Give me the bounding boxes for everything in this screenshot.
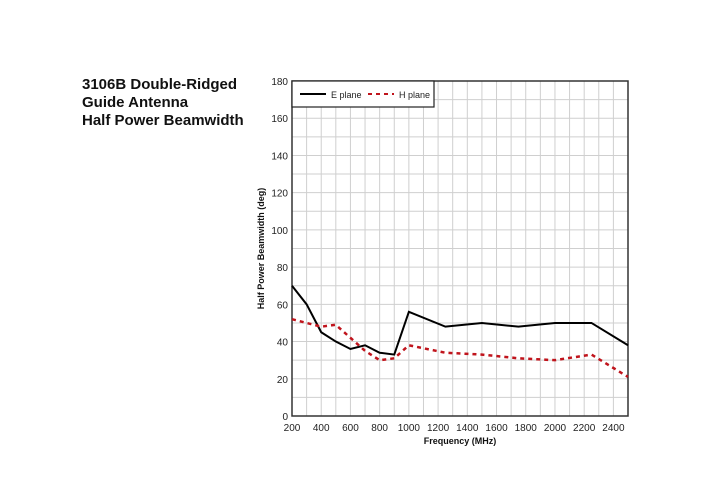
series-line-h-plane xyxy=(291,318,629,378)
title-line-3: Half Power Beamwidth xyxy=(82,112,244,129)
series-line-e-plane xyxy=(291,285,629,356)
x-tick-label: 1200 xyxy=(427,423,450,434)
x-tick-label: 1400 xyxy=(456,423,479,434)
x-tick-label: 600 xyxy=(342,423,359,434)
x-tick-label: 2000 xyxy=(544,423,567,434)
y-tick-label: 20 xyxy=(277,375,289,386)
x-tick-label: 1800 xyxy=(515,423,538,434)
x-tick-label: 800 xyxy=(371,423,388,434)
y-tick-label: 0 xyxy=(282,412,288,423)
plot-frame xyxy=(291,80,629,417)
x-tick-label: 400 xyxy=(313,423,330,434)
y-tick-label: 60 xyxy=(277,300,289,311)
y-tick-label: 80 xyxy=(277,263,289,274)
y-tick-label: 100 xyxy=(271,226,288,237)
y-tick-label: 180 xyxy=(271,77,288,88)
x-tick-label: 1000 xyxy=(398,423,421,434)
x-axis-label: Frequency (MHz) xyxy=(424,436,497,446)
y-tick-label: 40 xyxy=(277,338,289,349)
x-tick-label: 1600 xyxy=(485,423,508,434)
y-tick-label: 120 xyxy=(271,189,288,200)
x-tick-label: 200 xyxy=(284,423,301,434)
x-tick-label: 2200 xyxy=(573,423,596,434)
x-tick-label: 2400 xyxy=(602,423,625,434)
title-line-2: Guide Antenna xyxy=(82,94,189,111)
y-tick-label: 140 xyxy=(271,151,288,162)
y-axis-label: Half Power Beamwidth (deg) xyxy=(256,188,266,310)
y-tick-label: 160 xyxy=(271,114,288,125)
chart-title: 3106B Double-Ridged Guide Antenna Half P… xyxy=(82,76,244,130)
legend-label: H plane xyxy=(399,90,430,100)
title-line-1: 3106B Double-Ridged xyxy=(82,76,238,93)
legend-label: E plane xyxy=(331,90,362,100)
